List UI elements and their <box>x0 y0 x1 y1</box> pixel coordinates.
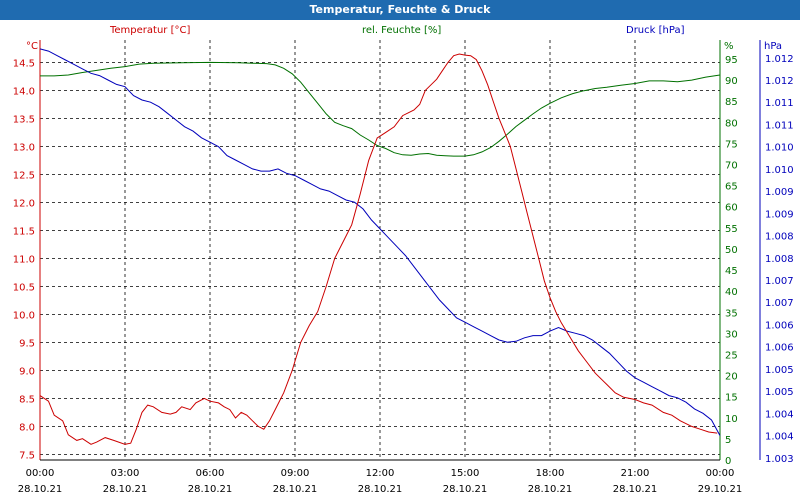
humidity-axis-unit: % <box>724 41 734 52</box>
temperature-tick-label: 7.5 <box>19 450 35 461</box>
temperature-line <box>39 53 718 445</box>
x-tick-time: 00:00 <box>26 468 55 479</box>
pressure-tick-label: 1.008 <box>765 232 794 243</box>
pressure-tick-label: 1.010 <box>765 143 794 154</box>
temperature-tick-label: 10.5 <box>13 282 35 293</box>
humidity-tick-label: 50 <box>725 245 738 256</box>
humidity-tick-label: 0 <box>725 456 731 467</box>
temperature-series-label: Temperatur [°C] <box>110 25 191 36</box>
x-tick-date: 29.10.21 <box>698 484 743 495</box>
x-tick-date: 28.10.21 <box>188 484 233 495</box>
temperature-tick-label: 10.0 <box>13 310 35 321</box>
humidity-tick-label: 65 <box>725 182 738 193</box>
axes <box>39 40 761 461</box>
pressure-tick-label: 1.007 <box>765 276 794 287</box>
pressure-tick-label: 1.007 <box>765 298 794 309</box>
x-tick-date: 28.10.21 <box>443 484 488 495</box>
x-tick-time: 00:00 <box>706 468 735 479</box>
x-tick-time: 15:00 <box>451 468 480 479</box>
temperature-tick-label: 8.0 <box>19 422 35 433</box>
humidity-tick-label: 20 <box>725 372 738 383</box>
x-tick-time: 03:00 <box>111 468 140 479</box>
pressure-tick-label: 1.012 <box>765 76 794 87</box>
temperature-tick-label: 14.0 <box>13 86 35 97</box>
pressure-tick-label: 1.011 <box>765 120 794 131</box>
x-tick-time: 09:00 <box>281 468 310 479</box>
x-tick-date: 28.10.21 <box>18 484 63 495</box>
x-tick-date: 28.10.21 <box>613 484 658 495</box>
pressure-tick-label: 1.011 <box>765 98 794 109</box>
chart-title: Temperatur, Feuchte & Druck <box>0 0 800 20</box>
humidity-series-label: rel. Feuchte [%] <box>362 25 442 36</box>
humidity-tick-label: 10 <box>725 414 738 425</box>
pressure-tick-label: 1.003 <box>765 454 794 465</box>
pressure-tick-label: 1.006 <box>765 343 794 354</box>
x-tick-date: 28.10.21 <box>528 484 573 495</box>
humidity-tick-label: 30 <box>725 329 738 340</box>
humidity-line <box>40 61 721 157</box>
series-lines <box>39 48 721 445</box>
pressure-tick-label: 1.005 <box>765 387 794 398</box>
humidity-tick-label: 35 <box>725 308 738 319</box>
pressure-tick-label: 1.009 <box>765 187 794 198</box>
pressure-tick-label: 1.004 <box>765 409 794 420</box>
x-tick-time: 21:00 <box>621 468 650 479</box>
humidity-tick-label: 45 <box>725 266 738 277</box>
pressure-tick-label: 1.005 <box>765 365 794 376</box>
temperature-tick-label: 11.5 <box>13 226 35 237</box>
humidity-tick-label: 60 <box>725 203 738 214</box>
humidity-tick-label: 5 <box>725 435 731 446</box>
x-tick-time: 12:00 <box>366 468 395 479</box>
temperature-tick-label: 12.5 <box>13 170 35 181</box>
tick-labels: 7.5 8.0 8.5 9.0 9.5 10.0 10.5 11.0 11.5 12.0 12.5 1… <box>13 41 794 495</box>
pressure-tick-label: 1.010 <box>765 165 794 176</box>
humidity-tick-label: 55 <box>725 224 738 235</box>
temperature-tick-label: 13.0 <box>13 142 35 153</box>
temperature-tick-label: 9.5 <box>19 338 35 349</box>
pressure-tick-label: 1.004 <box>765 432 794 443</box>
humidity-tick-label: 85 <box>725 97 738 108</box>
pressure-axis-unit: hPa <box>764 41 782 52</box>
humidity-tick-label: 90 <box>725 76 738 87</box>
humidity-tick-label: 25 <box>725 350 738 361</box>
humidity-tick-label: 70 <box>725 161 738 172</box>
x-tick-date: 28.10.21 <box>103 484 148 495</box>
pressure-line <box>39 48 721 436</box>
x-tick-time: 18:00 <box>536 468 565 479</box>
pressure-tick-label: 1.008 <box>765 254 794 265</box>
humidity-tick-label: 75 <box>725 139 738 150</box>
temperature-tick-label: 8.5 <box>19 394 35 405</box>
x-tick-date: 28.10.21 <box>358 484 403 495</box>
humidity-tick-label: 80 <box>725 118 738 129</box>
temperature-tick-label: 14.5 <box>13 58 35 69</box>
pressure-tick-label: 1.009 <box>765 209 794 220</box>
temperature-tick-label: 13.5 <box>13 114 35 125</box>
grid-lines <box>40 40 720 460</box>
temperature-tick-label: 11.0 <box>13 254 35 265</box>
humidity-tick-label: 95 <box>725 55 738 66</box>
x-tick-time: 06:00 <box>196 468 225 479</box>
x-tick-date: 28.10.21 <box>273 484 318 495</box>
temperature-tick-label: 9.0 <box>19 366 35 377</box>
pressure-tick-label: 1.006 <box>765 320 794 331</box>
humidity-tick-label: 40 <box>725 287 738 298</box>
humidity-tick-label: 15 <box>725 393 738 404</box>
temperature-axis-unit: °C <box>26 41 38 52</box>
pressure-tick-label: 1.012 <box>765 54 794 65</box>
temperature-tick-label: 12.0 <box>13 198 35 209</box>
pressure-series-label: Druck [hPa] <box>626 25 685 36</box>
